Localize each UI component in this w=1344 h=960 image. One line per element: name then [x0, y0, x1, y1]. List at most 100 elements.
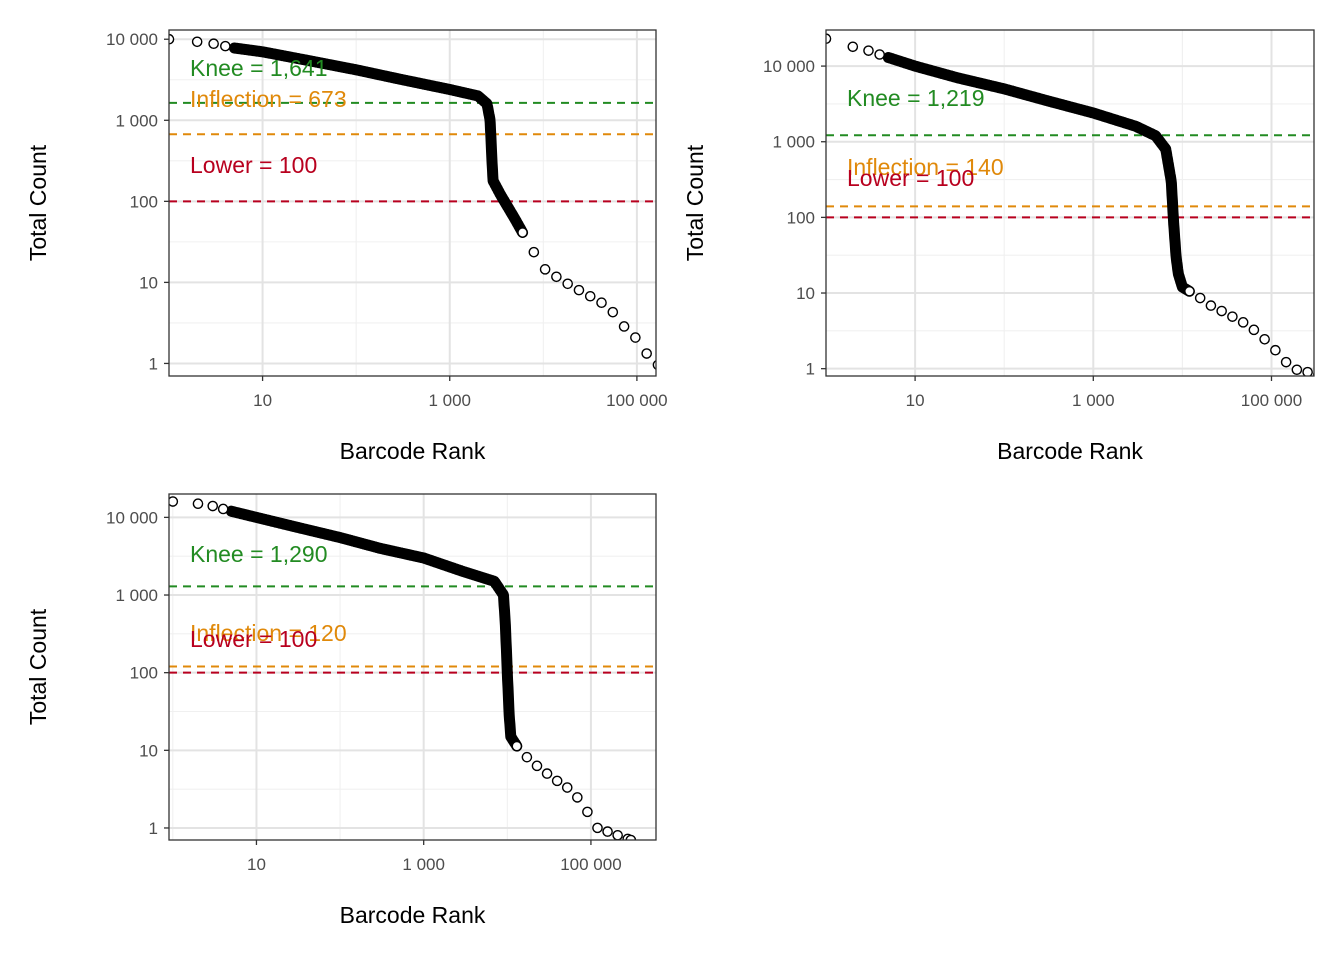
- lower-annotation: Lower = 100: [847, 165, 974, 191]
- barcode-point: [1205, 300, 1217, 311]
- barcode-point: [531, 760, 543, 772]
- barcode-point: [169, 33, 175, 45]
- barcode-point: [517, 227, 528, 238]
- barcode-point: [169, 496, 179, 507]
- x-tick-label: 100 000: [606, 391, 667, 410]
- barcode-rank-plot-2: 10 1 000 100 000 1 10 100 1 000 10 000 Barcode R…: [682, 29, 1330, 464]
- barcode-point: [592, 822, 603, 834]
- barcode-point: [551, 775, 563, 787]
- barcode-point: [1321, 371, 1330, 380]
- x-tick-label: 10: [247, 855, 266, 874]
- x-tick-label: 100 000: [1241, 391, 1302, 410]
- barcode-point: [618, 321, 630, 332]
- barcode-point: [687, 371, 696, 380]
- y-tick-label: 10 000: [106, 508, 158, 527]
- barcode-point: [521, 751, 533, 763]
- lower-annotation: Lower = 100: [190, 626, 317, 652]
- barcode-point: [630, 332, 641, 343]
- barcode-point: [551, 271, 562, 283]
- knee-annotation: Knee = 1,290: [190, 541, 327, 567]
- y-tick-label: 1: [149, 354, 158, 373]
- barcode-point: [1194, 292, 1206, 304]
- y-axis-title: Total Count: [682, 144, 708, 261]
- x-tick-label: 1 000: [1072, 391, 1115, 410]
- barcode-point: [596, 297, 607, 308]
- y-tick-label: 1: [149, 819, 158, 838]
- barcode-point: [1302, 366, 1313, 376]
- barcode-point: [1291, 364, 1303, 376]
- barcode-point: [625, 834, 637, 840]
- x-axis-title: Barcode Rank: [997, 438, 1143, 464]
- plot-background: [169, 30, 656, 376]
- barcode-rank-plot-1: 10 1 000 100 000 1 10 100 1 000 10 000 Barcode R…: [25, 29, 698, 464]
- panel-border: [168, 29, 657, 377]
- barcode-point: [1216, 305, 1227, 317]
- y-tick-label: 10 000: [763, 57, 815, 76]
- barcode-point: [539, 264, 551, 275]
- dense-barcode-points: [882, 52, 1195, 297]
- inflection-annotation: Inflection = 673: [190, 86, 347, 112]
- barcode-point: [573, 284, 585, 296]
- barcode-point: [1259, 333, 1270, 345]
- barcode-point: [220, 40, 231, 52]
- y-axis-title: Total Count: [25, 608, 51, 725]
- barcode-point: [689, 371, 698, 380]
- barcode-point: [863, 45, 874, 56]
- barcode-point: [1313, 371, 1314, 376]
- barcode-point: [612, 829, 623, 840]
- y-tick-label: 1 000: [115, 586, 158, 605]
- barcode-point: [1280, 356, 1292, 368]
- barcode-point: [528, 246, 540, 258]
- panel-border: [825, 29, 1315, 377]
- y-tick-label: 10 000: [106, 30, 158, 49]
- x-axis-title: Barcode Rank: [340, 438, 486, 464]
- y-tick-label: 1: [806, 360, 815, 379]
- y-axis-title: Total Count: [25, 144, 51, 261]
- barcode-point: [641, 348, 652, 359]
- barcode-point: [208, 38, 219, 50]
- y-tick-label: 10: [796, 284, 815, 303]
- barcode-point: [607, 306, 619, 318]
- barcode-point: [1270, 344, 1281, 356]
- barcode-point: [192, 498, 204, 510]
- panel-border: [168, 493, 657, 841]
- y-tick-label: 100: [787, 208, 815, 227]
- y-tick-label: 1 000: [772, 133, 815, 152]
- lower-annotation: Lower = 100: [190, 152, 317, 178]
- barcode-point: [582, 806, 593, 818]
- knee-annotation: Knee = 1,219: [847, 85, 984, 111]
- barcode-point: [584, 290, 596, 302]
- y-tick-label: 10: [139, 741, 158, 760]
- barcode-point: [561, 782, 573, 793]
- barcode-rank-plot-3: 10 1 000 100 000 1 10 100 1 000 10 000 Barcode R…: [25, 493, 657, 928]
- barcode-point: [847, 41, 859, 53]
- y-tick-label: 1 000: [115, 111, 158, 130]
- barcode-point: [1248, 324, 1260, 336]
- barcode-point: [541, 768, 553, 779]
- inflection-annotation: Inflection = 120: [190, 620, 347, 646]
- y-tick-label: 100: [130, 664, 158, 683]
- x-tick-label: 10: [253, 391, 272, 410]
- knee-annotation: Knee = 1,641: [190, 55, 327, 81]
- y-tick-label: 100: [130, 192, 158, 211]
- x-tick-label: 1 000: [428, 391, 471, 410]
- barcode-point: [652, 359, 656, 370]
- barcode-point: [1237, 317, 1249, 328]
- dense-barcode-points: [225, 505, 523, 752]
- barcode-point: [191, 36, 203, 48]
- dense-barcode-points: [228, 42, 529, 238]
- y-tick-label: 10: [139, 273, 158, 292]
- barcode-point: [572, 792, 583, 803]
- barcode-point: [217, 503, 229, 515]
- barcode-point: [676, 367, 685, 376]
- barcode-point: [1227, 311, 1238, 322]
- x-tick-label: 1 000: [402, 855, 445, 874]
- barcode-point: [1184, 285, 1195, 297]
- barcode-point: [602, 826, 613, 837]
- barcode-point: [207, 500, 219, 512]
- barcode-point: [665, 364, 674, 373]
- inflection-annotation: Inflection = 140: [847, 154, 1004, 180]
- plot-area: [169, 496, 656, 840]
- x-tick-label: 10: [906, 391, 925, 410]
